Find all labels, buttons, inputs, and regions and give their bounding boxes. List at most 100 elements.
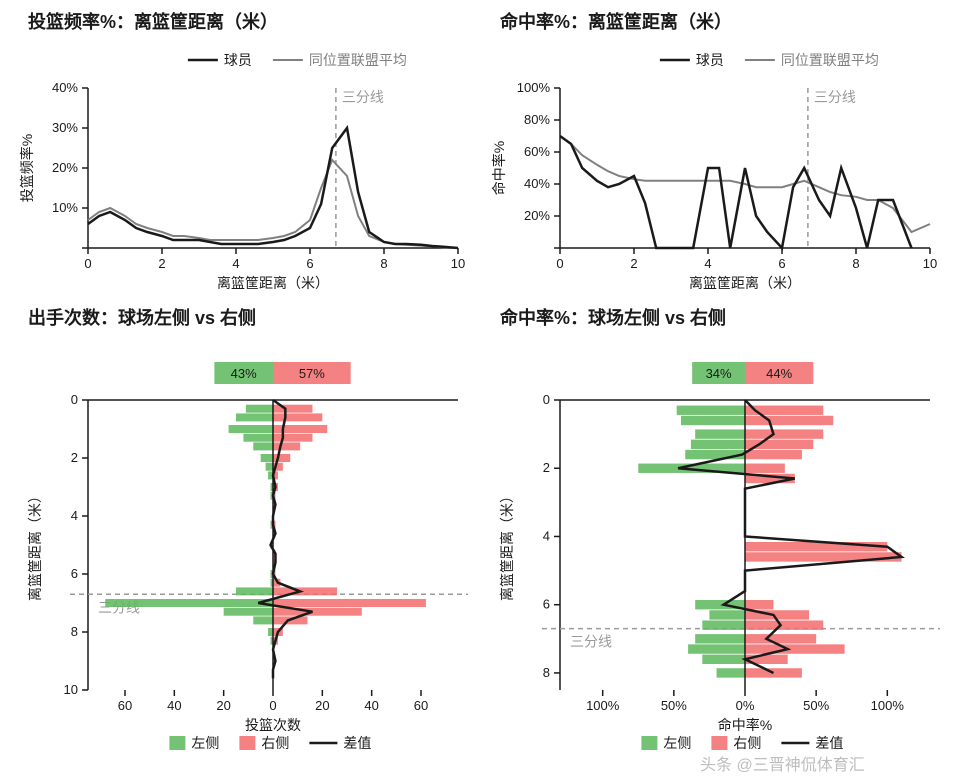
bar-left [702,620,745,629]
bar-right [273,608,362,616]
svg-text:0%: 0% [736,698,755,713]
svg-text:投篮次数: 投篮次数 [245,717,301,733]
svg-text:50%: 50% [803,698,829,713]
svg-text:60: 60 [118,698,132,713]
bar-right [745,450,802,459]
bar-left [236,413,273,421]
svg-text:20%: 20% [524,208,550,223]
bar-left [709,610,745,619]
svg-text:4: 4 [704,256,711,271]
svg-text:球员: 球员 [696,52,724,68]
svg-text:6: 6 [71,566,78,581]
svg-text:80%: 80% [524,112,550,127]
svg-text:40%: 40% [524,176,550,191]
svg-text:离篮筐距离（米）: 离篮筐距离（米） [689,275,801,291]
bar-right [273,442,300,450]
svg-text:34%: 34% [706,366,732,381]
bar-right [273,587,337,595]
svg-text:100%: 100% [586,698,620,713]
svg-text:差值: 差值 [343,735,371,751]
svg-text:8: 8 [543,665,550,680]
svg-text:10: 10 [451,256,465,271]
bar-right [745,600,773,609]
bar-left [253,616,273,624]
svg-text:命中率%: 命中率% [718,717,772,733]
svg-text:左侧: 左侧 [663,735,691,751]
bar-left [261,454,273,462]
bar-left [243,434,273,442]
bar-left [266,463,273,471]
svg-text:57%: 57% [299,366,325,381]
svg-text:三分线: 三分线 [570,634,612,650]
svg-text:6: 6 [543,597,550,612]
bar-left [677,406,745,415]
diff-line [258,400,312,678]
svg-text:同位置联盟平均: 同位置联盟平均 [781,52,879,68]
svg-text:8: 8 [852,256,859,271]
bar-right [273,599,426,607]
svg-text:2: 2 [543,460,550,475]
svg-text:10: 10 [64,682,78,697]
bar-left [695,429,745,438]
svg-text:8: 8 [71,624,78,639]
bar-left [229,425,273,433]
svg-text:左侧: 左侧 [191,735,219,751]
bar-right [273,413,322,421]
bar-left [236,587,273,595]
svg-text:20: 20 [315,698,329,713]
bar-left [702,655,745,664]
bar-left [685,450,745,459]
bar-right [745,620,823,629]
svg-text:命中率%：球场左侧 vs 右侧: 命中率%：球场左侧 vs 右侧 [500,307,726,328]
svg-text:右侧: 右侧 [733,735,761,751]
svg-text:离篮筐距离（米）: 离篮筐距离（米） [499,489,515,601]
svg-text:43%: 43% [231,366,257,381]
svg-text:4: 4 [71,508,78,523]
bar-right [745,464,785,473]
bar-right [273,405,312,413]
svg-text:同位置联盟平均: 同位置联盟平均 [309,52,407,68]
svg-text:4: 4 [232,256,239,271]
svg-text:三分线: 三分线 [342,89,384,105]
svg-text:离篮筐距离（米）: 离篮筐距离（米） [217,275,329,291]
svg-text:6: 6 [778,256,785,271]
charts-grid: 投篮频率%：离篮筐距离（米）球员同位置联盟平均024681010%20%30%4… [0,0,955,777]
bar-right [273,425,327,433]
svg-text:出手次数：球场左侧 vs 右侧: 出手次数：球场左侧 vs 右侧 [28,307,256,328]
svg-text:44%: 44% [766,366,792,381]
svg-text:20%: 20% [52,160,78,175]
svg-text:命中率%：离篮筐距离（米）: 命中率%：离篮筐距离（米） [500,11,732,32]
bar-right [273,434,312,442]
svg-text:2: 2 [630,256,637,271]
svg-text:投篮频率%: 投篮频率% [19,134,35,202]
svg-text:头条 @三晋神侃体育汇: 头条 @三晋神侃体育汇 [700,756,865,774]
svg-text:6: 6 [306,256,313,271]
bar-left [688,644,745,653]
svg-text:40: 40 [167,698,181,713]
svg-text:右侧: 右侧 [261,735,289,751]
bar-right [745,644,845,653]
bar-left [105,599,273,607]
bar-left [695,634,745,643]
bar-right [273,454,290,462]
svg-text:命中率%: 命中率% [491,141,507,195]
svg-text:50%: 50% [661,698,687,713]
svg-text:60: 60 [414,698,428,713]
svg-text:0: 0 [71,392,78,407]
svg-text:4: 4 [543,528,550,543]
svg-text:30%: 30% [52,120,78,135]
svg-text:8: 8 [380,256,387,271]
svg-text:差值: 差值 [815,735,843,751]
svg-text:40%: 40% [52,80,78,95]
svg-text:10: 10 [923,256,937,271]
svg-text:60%: 60% [524,144,550,159]
svg-text:0: 0 [556,256,563,271]
svg-text:2: 2 [71,450,78,465]
bar-left [681,416,745,425]
svg-text:0: 0 [543,392,550,407]
svg-text:20: 20 [216,698,230,713]
svg-text:三分线: 三分线 [814,89,856,105]
svg-text:球员: 球员 [224,52,252,68]
bar-left [246,405,273,413]
svg-text:100%: 100% [517,80,551,95]
